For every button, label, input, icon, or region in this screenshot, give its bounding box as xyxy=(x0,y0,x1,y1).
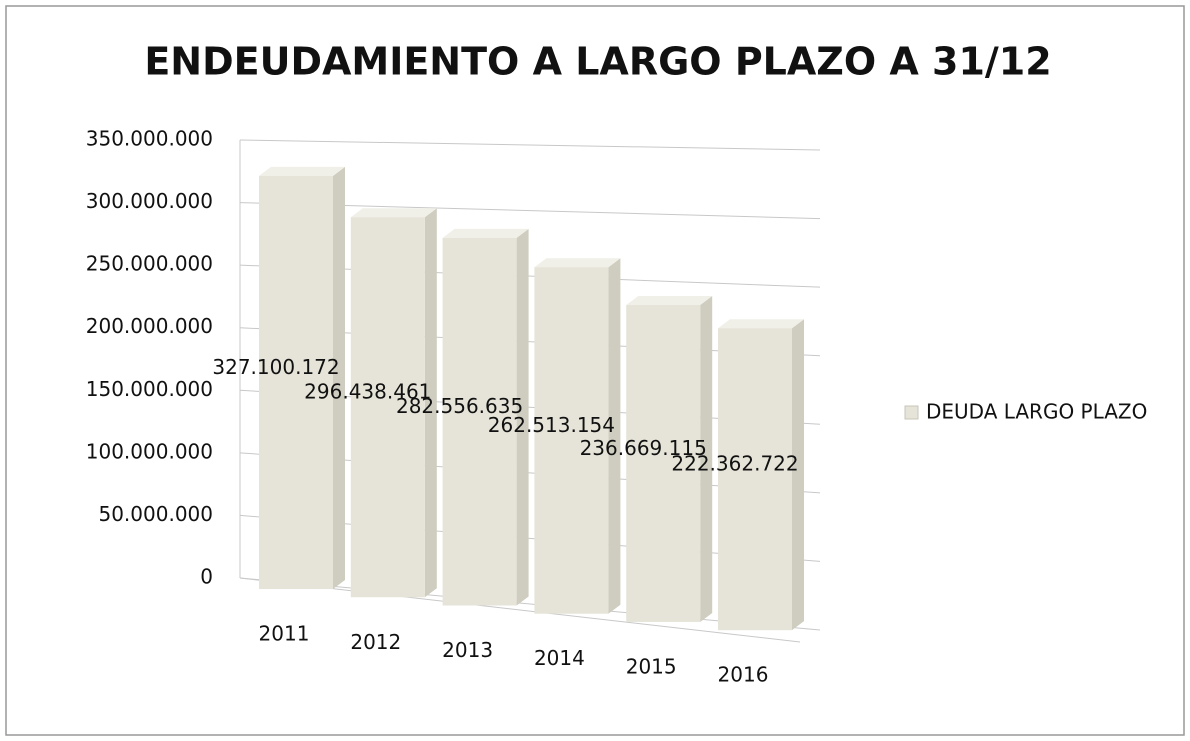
bar-side xyxy=(700,296,713,622)
data-label: 262.513.154 xyxy=(488,413,615,437)
bar xyxy=(626,305,701,622)
data-label: 236.669.115 xyxy=(580,436,707,460)
bar-side xyxy=(516,228,529,606)
bar-top xyxy=(259,166,345,176)
bar-top xyxy=(534,258,621,268)
legend-label: DEUDA LARGO PLAZO xyxy=(926,400,1147,424)
bar xyxy=(259,175,333,590)
x-tick-label: 2014 xyxy=(534,646,585,670)
y-tick-label: 300.000.000 xyxy=(86,189,213,213)
data-label: 327.100.172 xyxy=(212,355,339,379)
bar-side xyxy=(608,258,621,614)
x-tick-label: 2012 xyxy=(350,630,401,654)
bar-top xyxy=(718,319,804,329)
y-tick-label: 250.000.000 xyxy=(86,252,213,276)
bar xyxy=(442,237,517,606)
y-tick-label: 150.000.000 xyxy=(86,377,213,401)
y-tick-label: 200.000.000 xyxy=(86,314,213,338)
data-label: 222.362.722 xyxy=(671,452,798,476)
y-tick-label: 0 xyxy=(200,565,213,589)
x-tick-label: 2013 xyxy=(442,638,493,662)
bar-side xyxy=(333,166,345,590)
bar xyxy=(534,267,609,614)
y-tick-label: 100.000.000 xyxy=(86,439,213,463)
bar-side xyxy=(424,208,437,598)
bar xyxy=(350,217,425,598)
bar-top xyxy=(350,208,437,218)
x-tick-label: 2011 xyxy=(259,622,310,646)
x-tick-label: 2015 xyxy=(626,654,677,678)
bar-side xyxy=(792,319,804,631)
bar-top xyxy=(626,296,713,306)
legend-swatch xyxy=(904,405,919,420)
y-tick-label: 350.000.000 xyxy=(86,127,213,151)
bar xyxy=(718,328,792,631)
grid-line xyxy=(239,139,821,151)
data-label: 282.556.635 xyxy=(396,394,523,418)
y-tick-label: 50.000.000 xyxy=(98,502,213,526)
x-tick-label: 2016 xyxy=(718,663,769,687)
bar-top xyxy=(442,228,529,238)
data-label: 296.438.461 xyxy=(304,380,431,404)
chart-title: ENDEUDAMIENTO A LARGO PLAZO A 31/12 xyxy=(144,40,1051,84)
